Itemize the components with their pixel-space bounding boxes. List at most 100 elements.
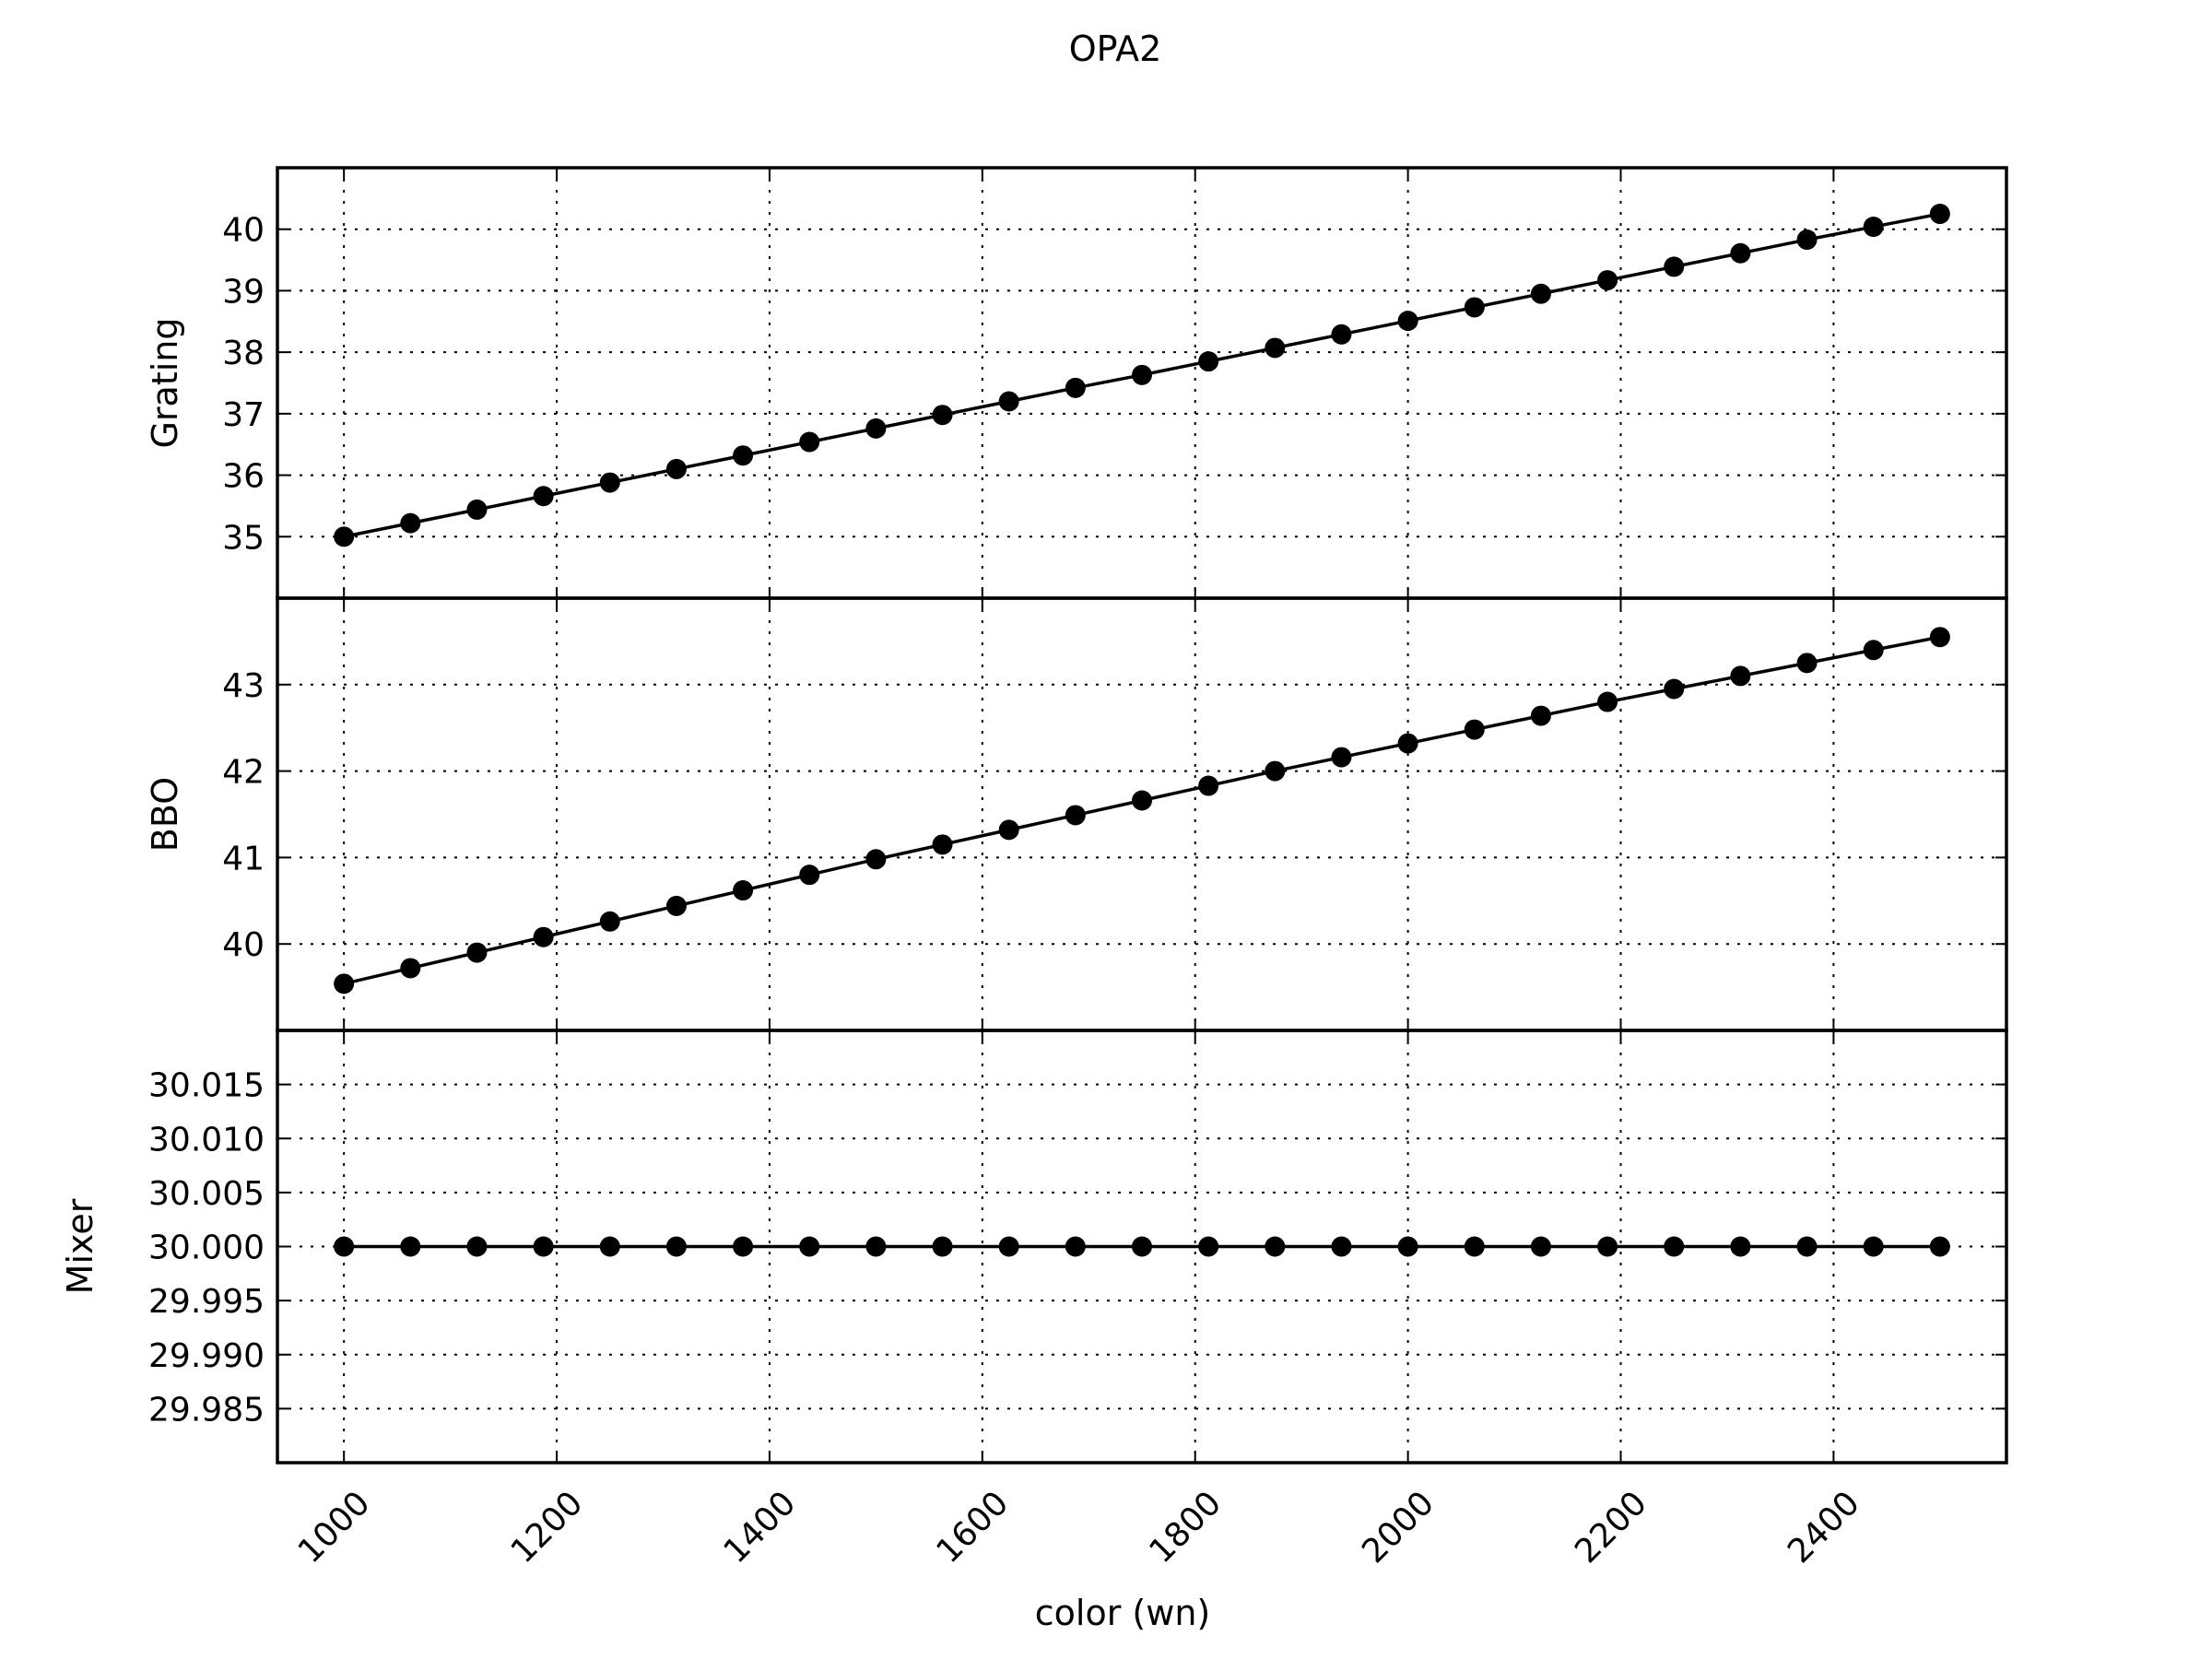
data-point (1331, 747, 1352, 768)
data-point (733, 880, 754, 901)
x-axis-label: color (wn) (1035, 1593, 1210, 1633)
y-tick-label: 42 (222, 754, 265, 792)
data-point (1464, 719, 1485, 740)
data-point (865, 1236, 887, 1257)
y-tick-label: 29.990 (148, 1337, 265, 1375)
data-point (1265, 1236, 1286, 1257)
y-tick-label: 30.000 (148, 1230, 265, 1267)
data-point (1929, 1236, 1950, 1257)
data-point (1796, 229, 1818, 251)
data-point (400, 512, 421, 534)
y-tick-label: 30.010 (148, 1121, 265, 1159)
y-tick-label: 37 (222, 396, 265, 434)
y-tick-label: 38 (222, 335, 265, 372)
data-point (799, 865, 820, 886)
data-point (1863, 640, 1884, 661)
panel-bbo: 40 41 42 43 BBO (145, 596, 2008, 1032)
y-tick-label: 40 (222, 212, 265, 250)
data-point (1664, 678, 1685, 700)
data-point (665, 895, 687, 916)
y-tick-label: 43 (222, 667, 265, 705)
data-point (1530, 705, 1551, 726)
data-point (1132, 1236, 1152, 1257)
data-point (1730, 665, 1751, 687)
y-tick-label: 41 (222, 840, 265, 877)
data-point (865, 849, 887, 870)
data-point (1397, 733, 1418, 754)
x-tick-label: 2000 (1355, 1484, 1441, 1571)
x-tick-label: 1000 (291, 1484, 378, 1571)
y-axis-label: BBO (145, 777, 185, 852)
data-point (466, 1236, 488, 1257)
data-point (1198, 775, 1219, 796)
data-point (1397, 1236, 1418, 1257)
data-point (932, 1236, 953, 1257)
data-point (998, 1236, 1019, 1257)
data-point (998, 819, 1019, 841)
data-point (1530, 283, 1551, 304)
data-point (1664, 256, 1685, 277)
data-point (1464, 297, 1485, 318)
y-axis-label: Mixer (60, 1198, 100, 1294)
data-point (533, 486, 554, 507)
x-tick-label: 2200 (1568, 1484, 1654, 1571)
panel-grating: 35 36 37 38 39 40 Grating (145, 166, 2008, 600)
data-point (599, 1236, 620, 1257)
data-point (1065, 805, 1086, 826)
data-point (1796, 1236, 1818, 1257)
data-point (1597, 1236, 1618, 1257)
data-point (1198, 1236, 1219, 1257)
data-point (998, 391, 1019, 412)
data-point (1796, 653, 1818, 674)
x-tick-label: 1200 (504, 1484, 591, 1571)
panel-frame (276, 1029, 2008, 1465)
y-tick-label: 30.005 (148, 1175, 265, 1213)
data-point (1597, 270, 1618, 291)
data-point (334, 526, 355, 547)
x-tick-label: 1800 (1142, 1484, 1229, 1571)
data-point (334, 973, 355, 994)
data-point (1730, 242, 1751, 264)
data-point (932, 834, 953, 855)
x-tick-label: 2400 (1781, 1484, 1867, 1571)
y-tick-label: 29.985 (148, 1391, 265, 1429)
data-point (1331, 324, 1352, 345)
data-point (400, 958, 421, 979)
y-tick-label: 36 (222, 458, 265, 496)
data-point (1664, 1236, 1685, 1257)
data-point (599, 472, 620, 493)
y-tick-label: 29.995 (148, 1283, 265, 1321)
data-point (1530, 1236, 1551, 1257)
data-point (400, 1236, 421, 1257)
data-point (1331, 1236, 1352, 1257)
data-point (1730, 1236, 1751, 1257)
data-point (932, 405, 953, 426)
y-tick-label: 39 (222, 273, 265, 311)
panel-frame (276, 596, 2008, 1032)
data-point (1863, 1236, 1884, 1257)
data-point (865, 418, 887, 439)
data-point (1597, 691, 1618, 712)
data-point (665, 458, 687, 479)
data-point (799, 1236, 820, 1257)
data-point (1397, 311, 1418, 332)
chart-title: OPA2 (1069, 29, 1162, 69)
data-point (1265, 760, 1286, 782)
data-point (466, 942, 488, 963)
y-axis-label: Grating (145, 317, 185, 448)
data-point (334, 1236, 355, 1257)
y-tick-label: 40 (222, 926, 265, 964)
data-point (1929, 204, 1950, 225)
data-point (466, 499, 488, 520)
data-point (1132, 364, 1152, 385)
panel-mixer: 29.985 29.990 29.995 30.000 30.005 30.010 30.0… (60, 1029, 2008, 1465)
y-tick-label: 35 (222, 519, 265, 557)
data-point (1265, 337, 1286, 359)
x-tick-label: 1600 (930, 1484, 1017, 1571)
data-point (799, 431, 820, 453)
data-point (1065, 377, 1086, 398)
data-point (733, 445, 754, 466)
data-point (1065, 1236, 1086, 1257)
data-point (1464, 1236, 1485, 1257)
